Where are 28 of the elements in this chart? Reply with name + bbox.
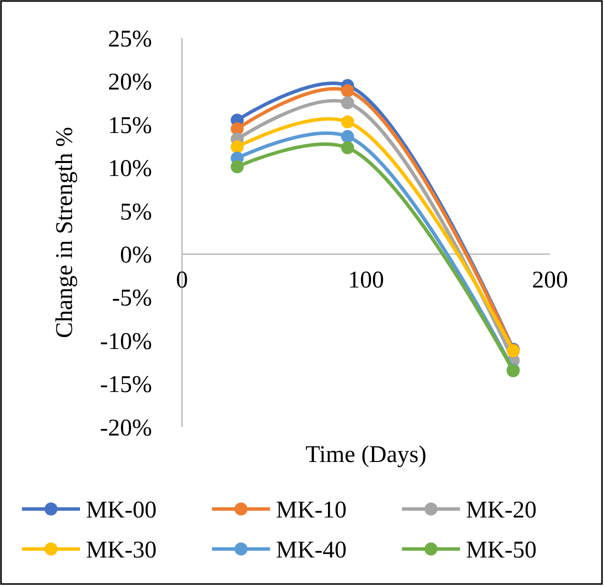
legend-label: MK-10	[276, 497, 347, 524]
y-tick-label: 0%	[120, 242, 152, 269]
point	[230, 160, 244, 174]
legend-label: MK-50	[466, 537, 537, 564]
x-tick-label: 100	[348, 267, 384, 294]
y-tick-label: 10%	[108, 156, 152, 182]
point	[341, 96, 354, 110]
legend-label: MK-40	[276, 537, 347, 564]
point	[341, 130, 354, 144]
legend-label: MK-00	[86, 497, 157, 524]
y-tick-label: 5%	[120, 199, 152, 226]
y-tick-label: 20%	[108, 70, 152, 96]
point	[341, 115, 354, 128]
legend-label: MK-30	[86, 537, 157, 564]
y-tick-label: 25%	[108, 26, 152, 52]
y-tick-label: -5%	[112, 286, 152, 312]
point	[230, 140, 244, 154]
point	[341, 141, 354, 154]
y-tick-label: -15%	[100, 372, 152, 398]
legend-label: MK-20	[466, 497, 537, 524]
point	[341, 84, 354, 98]
y-tick-label: -20%	[100, 415, 152, 442]
x-tick-label: 200	[532, 267, 568, 294]
y-tick-label: -10%	[100, 328, 152, 355]
y-tick-label: 15%	[108, 112, 152, 139]
x-tick-label: 0	[176, 267, 188, 294]
x-axis-title: Time (Days)	[305, 442, 427, 468]
y-axis-title: Change in Strength %	[52, 126, 78, 338]
